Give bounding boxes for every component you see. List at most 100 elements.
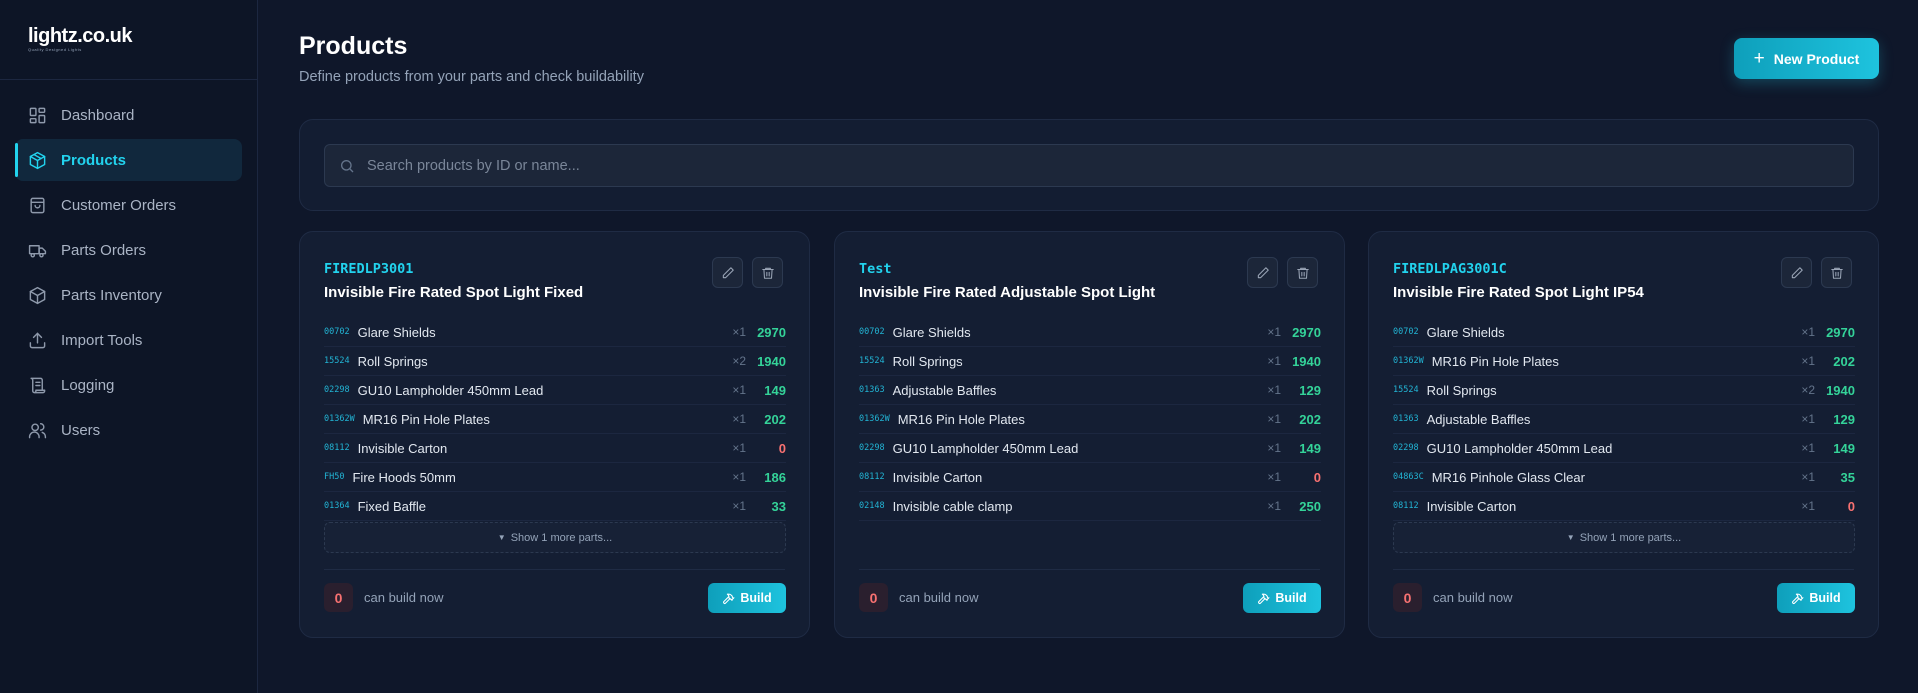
sidebar-item-logging[interactable]: Logging: [15, 364, 242, 406]
search-box[interactable]: [324, 144, 1854, 187]
new-product-button[interactable]: + New Product: [1734, 38, 1879, 79]
build-button[interactable]: Build: [1777, 583, 1855, 613]
part-name: GU10 Lampholder 450mm Lead: [357, 382, 544, 398]
part-name: Fire Hoods 50mm: [352, 469, 456, 485]
part-qty: ×1: [1267, 412, 1281, 426]
part-code: 01364: [324, 501, 350, 511]
part-qty: ×2: [1801, 383, 1815, 397]
pencil-icon: [1257, 266, 1269, 278]
part-qty: ×1: [732, 325, 746, 339]
part-name: Invisible Carton: [357, 440, 448, 456]
part-row: 08112 Invisible Carton ×1 0: [1393, 492, 1855, 521]
part-name: Invisible Carton: [892, 469, 983, 485]
sidebar-item-import-tools[interactable]: Import Tools: [15, 319, 242, 361]
sidebar-item-parts-orders[interactable]: Parts Orders: [15, 229, 242, 271]
sidebar-item-customer-orders[interactable]: Customer Orders: [15, 184, 242, 226]
show-more-label: Show 1 more parts...: [510, 531, 613, 544]
delete-button[interactable]: [1287, 257, 1318, 288]
pencil-icon: [1791, 266, 1803, 278]
part-stock: 202: [1299, 411, 1321, 427]
divider: [859, 569, 1320, 570]
product-name: Invisible Fire Rated Spot Light IP54: [1393, 284, 1644, 301]
part-qty: ×1: [1267, 325, 1281, 339]
part-qty: ×1: [1801, 354, 1815, 368]
shopping-bag-icon: [30, 197, 45, 213]
delete-button[interactable]: [752, 257, 783, 288]
part-name: Adjustable Baffles: [1426, 411, 1531, 427]
part-name: Roll Springs: [1426, 382, 1497, 398]
part-row: 01362W MR16 Pin Hole Plates ×1 202: [1393, 347, 1855, 376]
can-build-label: can build now: [1433, 590, 1513, 605]
divider: [324, 569, 785, 570]
users-icon: [28, 422, 47, 438]
show-more-label: Show 1 more parts...: [1579, 531, 1682, 544]
edit-button[interactable]: [1247, 257, 1278, 288]
new-product-label: New Product: [1773, 50, 1860, 67]
part-row: 15524 Roll Springs ×2 1940: [1393, 376, 1855, 405]
part-code: FH50: [324, 472, 345, 482]
show-more-parts-button[interactable]: ▼ Show 1 more parts...: [1393, 522, 1855, 553]
part-stock: 2970: [1292, 324, 1321, 340]
sidebar-nav: Dashboard Products Customer Orders Parts…: [0, 80, 257, 468]
part-name: Adjustable Baffles: [892, 382, 997, 398]
build-button[interactable]: Build: [708, 583, 786, 613]
part-code: 01362W: [1393, 356, 1424, 366]
part-name: MR16 Pin Hole Plates: [362, 411, 490, 427]
sidebar-item-dashboard[interactable]: Dashboard: [15, 94, 242, 136]
part-code: 08112: [859, 472, 885, 482]
show-more-parts-button[interactable]: ▼ Show 1 more parts...: [324, 522, 786, 553]
delete-button[interactable]: [1821, 257, 1852, 288]
part-name: Fixed Baffle: [357, 498, 427, 514]
part-code: 00702: [324, 327, 350, 337]
upload-icon: [29, 332, 46, 348]
build-label: Build: [1809, 591, 1841, 605]
part-code: 02298: [324, 385, 350, 395]
sidebar-item-users[interactable]: Users: [15, 409, 242, 451]
part-name: GU10 Lampholder 450mm Lead: [892, 440, 1079, 456]
part-name: Glare Shields: [1426, 324, 1505, 340]
part-code: 01363: [1393, 414, 1419, 424]
sidebar-item-parts-inventory[interactable]: Parts Inventory: [15, 274, 242, 316]
part-name: Glare Shields: [892, 324, 971, 340]
hammer-icon: [1258, 593, 1270, 604]
product-name: Invisible Fire Rated Adjustable Spot Lig…: [859, 284, 1156, 301]
can-build-count: 0: [859, 583, 888, 612]
part-stock: 149: [1833, 440, 1855, 456]
build-label: Build: [1275, 591, 1307, 605]
build-button[interactable]: Build: [1243, 583, 1321, 613]
page-subtitle: Define products from your parts and chec…: [299, 69, 644, 85]
part-stock: 202: [1833, 353, 1855, 369]
part-stock: 129: [1299, 382, 1321, 398]
logo-text: lightz.co.uk: [28, 25, 133, 47]
trash-icon: [1296, 267, 1309, 279]
part-row: 00702 Glare Shields ×1 2970: [324, 318, 786, 347]
sidebar-item-products[interactable]: Products: [15, 139, 242, 181]
edit-button[interactable]: [1781, 257, 1812, 288]
part-name: Roll Springs: [357, 353, 428, 369]
part-stock: 186: [764, 469, 786, 485]
part-code: 00702: [859, 327, 885, 337]
sidebar-item-label: Customer Orders: [61, 196, 177, 214]
part-name: Invisible cable clamp: [892, 498, 1013, 514]
part-qty: ×1: [1801, 441, 1815, 455]
sidebar-item-label: Parts Orders: [61, 241, 147, 259]
part-stock: 35: [1840, 469, 1855, 485]
product-id: FIREDLP3001: [324, 261, 414, 277]
hammer-icon: [1792, 593, 1804, 604]
part-code: 08112: [1393, 501, 1419, 511]
logo[interactable]: lightz.co.uk Quality Designed Lights: [0, 0, 257, 80]
search-input[interactable]: [367, 157, 1817, 174]
part-qty: ×1: [1801, 499, 1815, 513]
part-stock: 250: [1299, 498, 1321, 514]
part-row: 01362W MR16 Pin Hole Plates ×1 202: [324, 405, 786, 434]
product-id: Test: [859, 261, 892, 277]
sidebar-item-label: Dashboard: [61, 106, 135, 124]
edit-button[interactable]: [712, 257, 743, 288]
truck-icon: [28, 244, 47, 258]
part-name: MR16 Pinhole Glass Clear: [1431, 469, 1585, 485]
can-build-count: 0: [324, 583, 353, 612]
part-stock: 2970: [757, 324, 786, 340]
part-code: 08112: [324, 443, 350, 453]
part-stock: 1940: [1292, 353, 1321, 369]
pencil-icon: [722, 266, 734, 278]
